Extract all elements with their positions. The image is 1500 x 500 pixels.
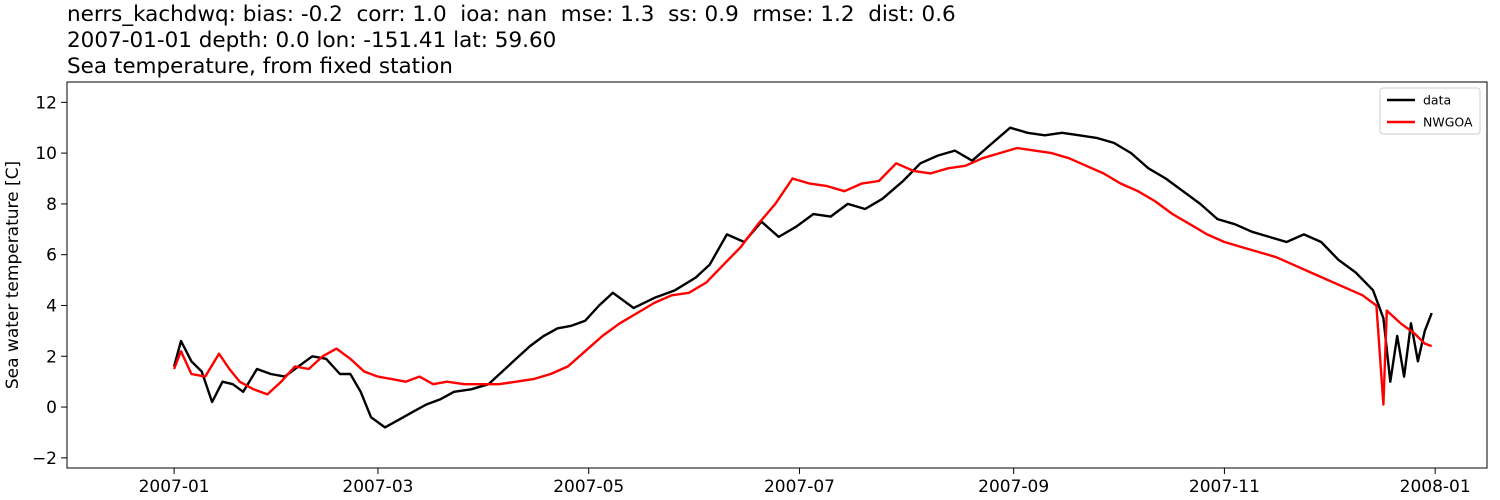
legend: data NWGOA [1379,87,1481,135]
y-tick-label: 2 [46,347,57,367]
x-tick-label: 2007-07 [764,477,835,497]
y-tick-label: 4 [46,296,57,316]
x-tick-label: 2007-03 [342,477,413,497]
chart-title-line-station: 2007-01-01 depth: 0.0 lon: -151.41 lat: … [67,28,557,53]
legend-label-data: data [1423,93,1451,108]
legend-label-nwgoa: NWGOA [1423,115,1473,130]
y-tick-label: 6 [46,246,57,266]
x-axis: 2007-01 2007-03 2007-05 2007-07 2007-09 2007-… [139,468,1471,497]
x-tick-label: 2007-09 [978,477,1049,497]
series-layer [172,126,1433,429]
y-axis: −2 0 2 4 6 8 10 12 [32,93,67,469]
x-tick-label: 2007-01 [139,477,210,497]
series-line-data [172,126,1433,429]
y-axis-label: Sea water temperature [C] [3,161,23,389]
chart-title-line-description: Sea temperature, from fixed station [67,54,453,79]
y-tick-label: 0 [46,398,57,418]
series-line-nwgoa [172,146,1433,406]
y-tick-label: 8 [46,195,57,215]
plot-frame [66,81,1488,469]
x-tick-label: 2007-05 [553,477,624,497]
x-tick-label: 2007-11 [1189,477,1260,497]
y-tick-label: 12 [35,93,57,113]
chart-title-block: nerrs_kachdwq: bias: -0.2 corr: 1.0 ioa:… [67,2,1487,80]
chart-title-line-stats: nerrs_kachdwq: bias: -0.2 corr: 1.0 ioa:… [67,2,956,27]
y-tick-label: −2 [32,449,57,469]
x-tick-label: 2008-01 [1400,477,1471,497]
y-tick-label: 10 [35,144,57,164]
